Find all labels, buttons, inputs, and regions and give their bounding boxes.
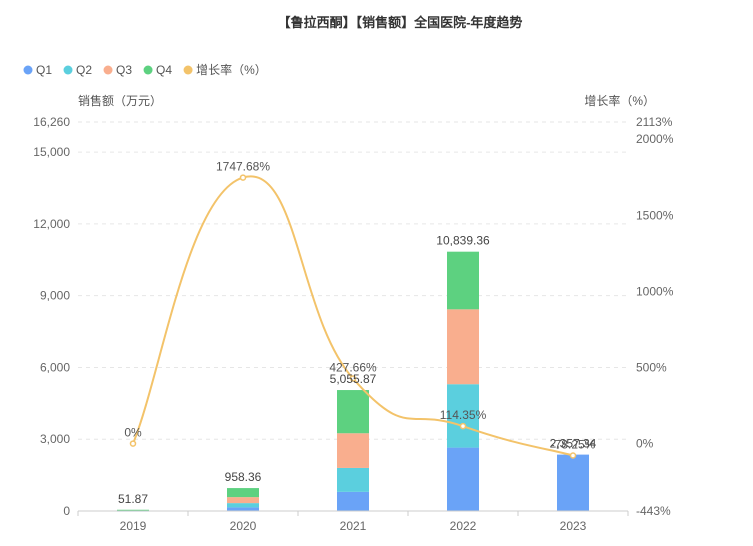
y-tick-label: 9,000: [40, 289, 70, 303]
growth-rate-point: [569, 452, 577, 459]
bar-segment-q1: [447, 447, 479, 511]
data-labels: 51.87 958.36 5,055.87 10,839.36 2,357.34 0% 17…: [118, 160, 597, 506]
bar-segment-q4: [337, 390, 369, 434]
bar-total-label: 958.36: [225, 470, 262, 484]
y2-tick-label: -443%: [636, 504, 671, 518]
growth-rate-label: 1747.68%: [216, 160, 270, 174]
legend-marker-1: [23, 65, 33, 75]
y-tick-label: 15,000: [33, 145, 70, 159]
bar-segment-q4: [447, 251, 479, 310]
legend-label-4: Q4: [156, 63, 172, 77]
y-tick-label: 16,260: [33, 115, 70, 129]
y2-tick-label: 2113%: [636, 115, 673, 129]
bar-segment-q3: [447, 309, 479, 385]
bar-segment-q1: [227, 507, 259, 511]
x-tick-label: 2020: [230, 519, 257, 533]
x-tick-label: 2021: [340, 519, 367, 533]
legend-marker-5: [183, 65, 193, 75]
y2-tick-label: 2000%: [636, 132, 674, 146]
gridlines: 0 3,000 6,000 9,000 12,000 15,000 16,260 -443% 0…: [33, 115, 673, 518]
growth-rate-line: [132, 175, 574, 457]
y-axis-title: 销售额（万元）: [78, 93, 162, 108]
x-tick-label: 2023: [560, 519, 587, 533]
growth-line: [129, 174, 577, 459]
growth-rate-point: [239, 174, 247, 181]
bar-segment-q1: [337, 491, 369, 511]
growth-rate-label: 0%: [124, 426, 142, 440]
chart-title: 【鲁拉西酮】【销售额】全国医院-年度趋势: [278, 15, 523, 30]
y2-tick-label: 1500%: [636, 208, 674, 222]
bar-segment-q2: [447, 384, 479, 448]
bar-segment-q3: [227, 497, 259, 504]
growth-rate-label: 114.35%: [440, 408, 487, 422]
bar-segment-q4: [117, 509, 149, 511]
growth-rate-label: -78.25%: [551, 437, 596, 451]
y2-tick-label: 0%: [636, 437, 654, 451]
bar-segment-q3: [337, 433, 369, 468]
legend-label-1: Q1: [36, 63, 52, 77]
y-tick-label: 3,000: [40, 432, 70, 446]
y-tick-label: 0: [63, 504, 70, 518]
growth-rate-label: 427.66%: [329, 360, 377, 374]
bar-total-label: 51.87: [118, 492, 148, 506]
axes: 2019 2020 2021 2022 2023: [77, 510, 629, 533]
y2-axis-title: 增长率（%）: [584, 93, 655, 108]
bar-series: [117, 251, 589, 512]
legend-label-5: 增长率（%）: [196, 62, 267, 77]
bar-segment-q1: [557, 454, 589, 511]
growth-rate-point: [129, 440, 137, 447]
y-tick-label: 12,000: [33, 217, 70, 231]
bar-total-label: 5,055.87: [330, 372, 377, 386]
legend-label-3: Q3: [116, 63, 132, 77]
growth-rate-point: [459, 422, 467, 430]
y2-tick-label: 1000%: [636, 284, 674, 298]
bar-segment-q2: [337, 467, 369, 492]
x-tick-label: 2022: [450, 519, 477, 533]
bar-segment-q4: [227, 488, 259, 498]
legend-marker-3: [103, 65, 113, 75]
legend-label-2: Q2: [76, 63, 92, 77]
growth-rate-point: [349, 375, 357, 382]
y2-tick-label: 500%: [636, 360, 667, 374]
bar-total-label: 10,839.36: [436, 234, 490, 248]
y-tick-label: 6,000: [40, 360, 70, 374]
legend: Q1 Q2 Q3 Q4 增长率（%）: [23, 62, 267, 77]
x-tick-label: 2019: [120, 519, 147, 533]
bar-segment-q2: [227, 503, 259, 508]
legend-marker-4: [143, 65, 153, 75]
legend-marker-2: [63, 65, 73, 75]
bar-total-label: 2,357.34: [550, 437, 597, 451]
